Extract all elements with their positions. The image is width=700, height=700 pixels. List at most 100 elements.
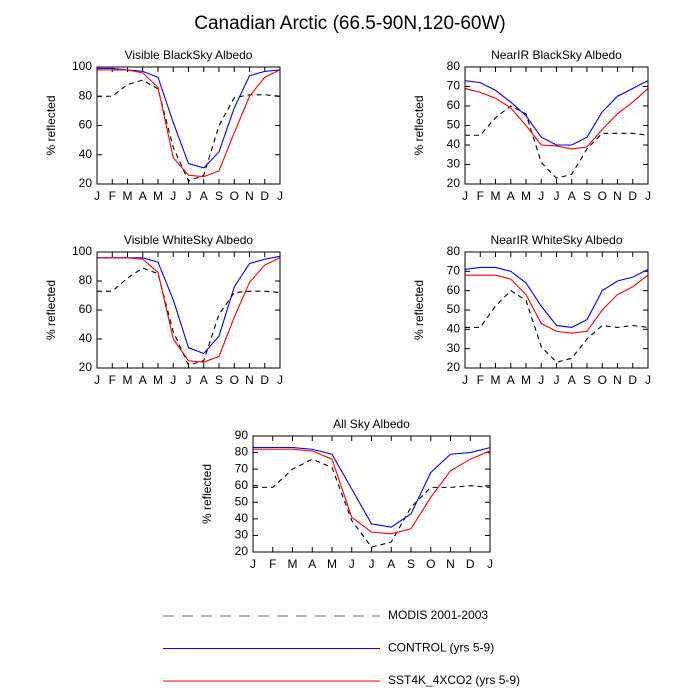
- series-line: [253, 447, 491, 528]
- x-tick-label: J: [645, 373, 651, 387]
- x-tick-label: J: [94, 373, 100, 387]
- x-tick-label: J: [369, 557, 375, 571]
- y-tick-label: 60: [447, 283, 461, 297]
- y-tick-label: 20: [79, 360, 93, 374]
- x-tick-label: N: [245, 373, 254, 387]
- y-tick-label: 100: [72, 244, 92, 258]
- x-tick-label: A: [139, 189, 147, 203]
- y-tick-label: 40: [235, 511, 249, 525]
- series-line: [465, 274, 649, 334]
- x-tick-label: M: [288, 557, 298, 571]
- series-line: [97, 255, 281, 355]
- x-tick-label: N: [613, 373, 622, 387]
- series-line: [97, 79, 281, 182]
- series-line: [464, 266, 649, 328]
- x-tick-label: A: [200, 373, 208, 387]
- y-tick-label: 50: [447, 302, 461, 316]
- x-tick-label: J: [554, 189, 560, 203]
- x-tick-label: J: [462, 373, 468, 387]
- x-tick-label: D: [260, 373, 269, 387]
- x-tick-label: J: [170, 189, 176, 203]
- plot-frame: [464, 66, 649, 185]
- y-axis-label: % reflected: [44, 95, 58, 155]
- y-tick-label: 70: [447, 264, 461, 278]
- x-tick-label: N: [245, 189, 254, 203]
- y-axis-label: % reflected: [412, 95, 426, 155]
- x-tick-label: O: [598, 189, 607, 203]
- chart-title: Visible BlackSky Albedo: [125, 48, 253, 62]
- chart-title: NearIR BlackSky Albedo: [491, 48, 622, 62]
- chart-title: All Sky Albedo: [333, 417, 410, 431]
- y-tick-label: 40: [447, 322, 461, 336]
- chart-title: NearIR WhiteSky Albedo: [490, 233, 622, 247]
- y-tick-label: 80: [79, 88, 93, 102]
- series-line: [97, 69, 281, 178]
- y-tick-label: 100: [72, 59, 92, 73]
- y-tick-label: 30: [447, 157, 461, 171]
- x-tick-label: A: [139, 373, 147, 387]
- legend-label: CONTROL (yrs 5-9): [388, 641, 494, 655]
- series-line: [464, 87, 649, 150]
- x-tick-label: S: [407, 557, 415, 571]
- x-tick-label: D: [628, 189, 637, 203]
- series-line: [97, 267, 281, 366]
- x-tick-label: M: [123, 373, 133, 387]
- y-axis-label: % reflected: [200, 464, 214, 524]
- y-tick-label: 60: [235, 478, 249, 492]
- x-tick-label: D: [466, 557, 475, 571]
- series-line: [464, 80, 649, 146]
- y-tick-label: 60: [79, 302, 93, 316]
- x-tick-label: O: [426, 557, 435, 571]
- x-tick-label: O: [230, 189, 239, 203]
- x-tick-label: S: [583, 189, 591, 203]
- legend-label: SST4K_4XCO2 (yrs 5-9): [388, 673, 520, 687]
- plot-frame: [96, 251, 281, 369]
- y-tick-label: 90: [235, 428, 249, 442]
- x-tick-label: D: [260, 189, 269, 203]
- y-tick-label: 50: [447, 118, 461, 132]
- x-tick-label: F: [269, 557, 276, 571]
- y-tick-label: 20: [235, 544, 249, 558]
- x-tick-label: J: [645, 189, 651, 203]
- series-line: [465, 105, 649, 179]
- y-tick-label: 40: [79, 147, 93, 161]
- x-tick-label: M: [521, 189, 531, 203]
- y-tick-label: 40: [79, 331, 93, 345]
- x-tick-label: F: [477, 373, 484, 387]
- x-tick-label: S: [215, 189, 223, 203]
- x-tick-label: D: [628, 373, 637, 387]
- y-axis-label: % reflected: [44, 280, 58, 340]
- x-tick-label: A: [200, 189, 208, 203]
- y-tick-label: 80: [235, 445, 249, 459]
- y-tick-label: 60: [79, 118, 93, 132]
- legend-label: MODIS 2001-2003: [388, 608, 488, 622]
- x-tick-label: F: [477, 189, 484, 203]
- x-tick-label: A: [568, 373, 576, 387]
- x-tick-label: M: [153, 189, 163, 203]
- x-tick-label: J: [186, 373, 192, 387]
- y-axis-label: % reflected: [412, 280, 426, 340]
- x-tick-label: J: [349, 557, 355, 571]
- x-tick-label: J: [462, 189, 468, 203]
- x-tick-label: S: [583, 373, 591, 387]
- chart-title: Visible WhiteSky Albedo: [124, 233, 254, 247]
- plot-frame: [252, 435, 491, 553]
- series-line: [465, 289, 649, 363]
- y-tick-label: 70: [235, 461, 249, 475]
- x-tick-label: A: [308, 557, 316, 571]
- x-tick-label: J: [186, 189, 192, 203]
- x-tick-label: F: [109, 189, 116, 203]
- x-tick-label: S: [215, 373, 223, 387]
- x-tick-label: J: [277, 189, 283, 203]
- x-tick-label: M: [491, 373, 501, 387]
- y-tick-label: 20: [79, 176, 93, 190]
- x-tick-label: J: [94, 189, 100, 203]
- x-tick-label: M: [521, 373, 531, 387]
- y-tick-label: 20: [447, 176, 461, 190]
- y-tick-label: 20: [447, 360, 461, 374]
- y-tick-label: 30: [447, 341, 461, 355]
- y-tick-label: 80: [447, 59, 461, 73]
- x-tick-label: J: [487, 557, 493, 571]
- x-tick-label: M: [491, 189, 501, 203]
- x-tick-label: N: [613, 189, 622, 203]
